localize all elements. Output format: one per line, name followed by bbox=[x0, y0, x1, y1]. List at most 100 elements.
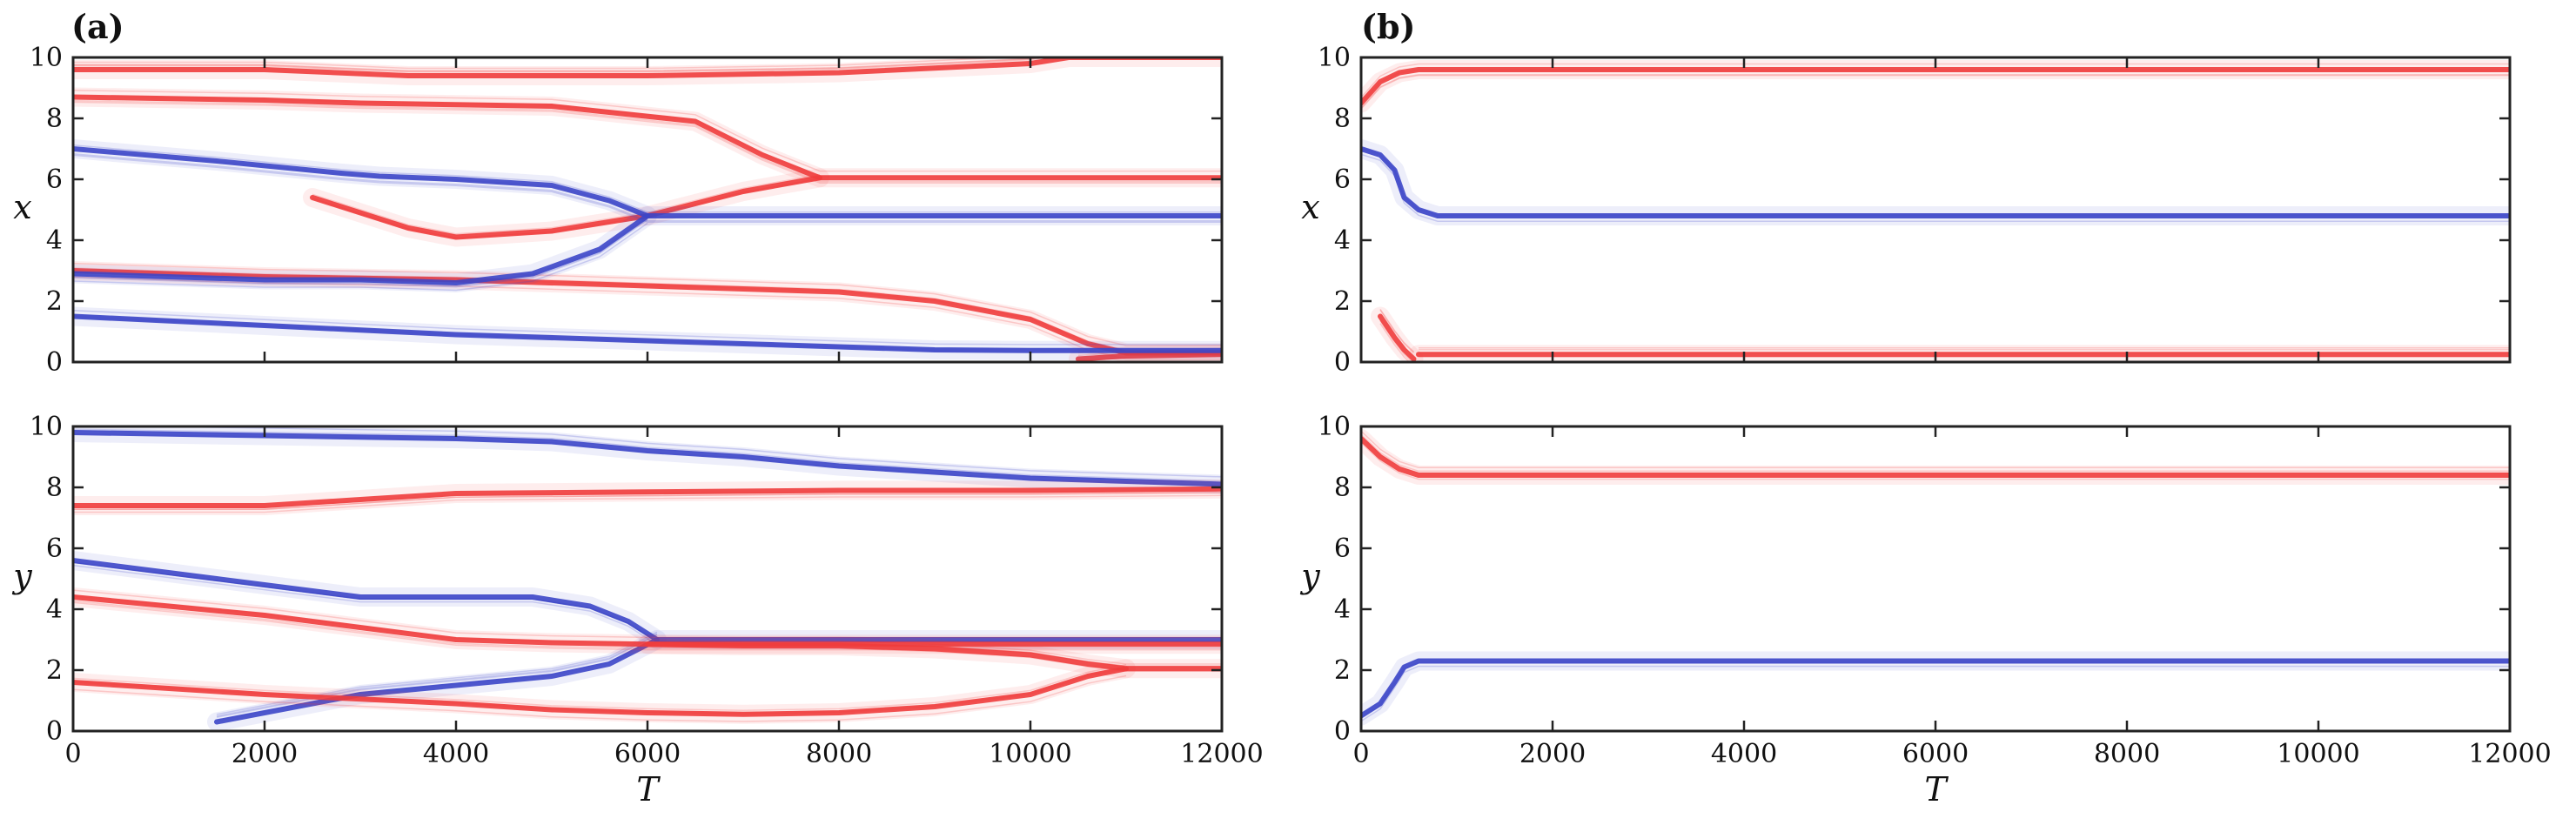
series-trajectory-a-x-0-2 bbox=[73, 57, 1017, 70]
series-line-a-x-7 bbox=[73, 313, 1222, 353]
series-trajectory-a-y-6-4 bbox=[73, 663, 1127, 711]
series-line-b-x-0 bbox=[1361, 67, 2510, 106]
panel-label-a: (a) bbox=[71, 7, 124, 46]
y-tick-label-a-y-2: 4 bbox=[46, 594, 63, 625]
panel-a-x: 0 2 4 6 8 10 x bbox=[13, 43, 1224, 378]
series-trajectory-a-y-6-2 bbox=[73, 674, 1127, 722]
series-line-a-x-1 bbox=[73, 94, 1222, 181]
series-trajectory-b-x-1-4 bbox=[1361, 146, 2510, 216]
y-tick-label-b-y-2: 4 bbox=[1334, 594, 1351, 625]
panel-a-y: 0 2000 4000 6000 8000 10000 12000 0 2 4 6 8 10 y T bbox=[11, 412, 1263, 809]
series-trajectory-a-x-6-1 bbox=[73, 218, 648, 288]
y-tick-label-a-x-2: 4 bbox=[46, 225, 63, 256]
series-halo-b-x-1 bbox=[1361, 139, 2510, 225]
y-tick-label-a-y-4: 8 bbox=[46, 473, 63, 503]
x-axis-label-a-y: T bbox=[636, 770, 661, 809]
series-trajectory-a-y-4-3 bbox=[73, 589, 1222, 639]
series-line-b-x-2 bbox=[1378, 313, 1417, 362]
series-trajectory-a-x-0-1 bbox=[73, 57, 1042, 72]
series-trajectory-a-x-0-4 bbox=[73, 57, 1045, 72]
x-tick-label-a-y-3: 6000 bbox=[614, 739, 681, 769]
panel-b-y: 0 2000 4000 6000 8000 10000 12000 0 2 4 6 8 10 y T bbox=[1299, 412, 2551, 809]
y-axis-label-b-y: y bbox=[1299, 557, 1320, 595]
series-trajectory-a-x-2-3 bbox=[312, 173, 821, 235]
y-tick-label-b-y-5: 10 bbox=[1318, 412, 1351, 442]
y-tick-label-a-x-4: 8 bbox=[46, 104, 63, 134]
series-trajectory-a-y-4-2 bbox=[73, 600, 1222, 649]
x-axis-label-b-y: T bbox=[1924, 770, 1949, 809]
plot-area-a-x bbox=[73, 57, 1222, 362]
y-tick-label-a-y-1: 2 bbox=[46, 655, 63, 686]
y-axis-label-a-x: x bbox=[13, 188, 31, 226]
series-trajectory-b-x-2-1 bbox=[1379, 308, 1415, 352]
y-tick-label-b-x-0: 0 bbox=[1334, 347, 1351, 378]
series-line-a-y-0 bbox=[73, 430, 1222, 487]
y-tick-label-a-x-0: 0 bbox=[46, 347, 63, 378]
x-tick-label-b-y-3: 6000 bbox=[1902, 739, 1969, 769]
x-tick-label-a-y-5: 10000 bbox=[989, 739, 1071, 769]
series-trajectory-a-y-1-2 bbox=[73, 494, 1222, 513]
x-tick-label-a-y-4: 8000 bbox=[806, 739, 872, 769]
series-trajectory-a-x-7-3 bbox=[73, 309, 1222, 346]
y-tick-label-a-y-5: 10 bbox=[30, 412, 63, 442]
y-tick-label-a-x-1: 2 bbox=[46, 286, 63, 317]
series-halo-b-y-0 bbox=[1361, 429, 2510, 485]
series-trajectory-a-y-0-1 bbox=[119, 426, 1222, 478]
plot-area-b-x bbox=[1361, 60, 2510, 362]
series-trajectory-b-x-0-3 bbox=[1361, 63, 2510, 98]
plot-area-b-y bbox=[1361, 429, 2510, 726]
series-trajectory-a-y-5-3 bbox=[647, 639, 1222, 665]
series-trajectory-b-y-1-2 bbox=[1361, 662, 2510, 719]
series-line-b-y-1 bbox=[1361, 658, 2510, 719]
x-tick-label-b-y-4: 8000 bbox=[2094, 739, 2160, 769]
y-tick-label-b-x-2: 4 bbox=[1334, 225, 1351, 256]
y-axis-label-b-x: x bbox=[1301, 188, 1319, 226]
series-trajectory-a-x-1-2 bbox=[73, 90, 1222, 172]
y-tick-label-b-x-5: 10 bbox=[1318, 43, 1351, 73]
panel-b-x: 0 2 4 6 8 10 x bbox=[1301, 43, 2512, 378]
y-tick-label-b-y-1: 2 bbox=[1334, 655, 1351, 686]
series-trajectory-a-y-4-1 bbox=[73, 601, 1222, 651]
series-trajectory-a-y-0-3 bbox=[73, 428, 1222, 482]
series-trajectory-b-x-2-2 bbox=[1379, 309, 1415, 353]
series-line-a-x-2 bbox=[310, 175, 822, 240]
y-tick-label-b-y-4: 8 bbox=[1334, 473, 1351, 503]
x-tick-label-a-y-2: 4000 bbox=[423, 739, 489, 769]
series-trajectory-b-y-0-3 bbox=[1361, 442, 2510, 480]
series-line-a-y-3 bbox=[214, 637, 660, 725]
series-trajectory-a-x-5-1 bbox=[73, 153, 1222, 222]
y-tick-label-a-x-5: 10 bbox=[30, 43, 63, 73]
series-trajectory-a-x-0-3 bbox=[73, 57, 1050, 73]
series-halo-b-y-1 bbox=[1361, 651, 2510, 726]
y-tick-label-a-x-3: 6 bbox=[46, 164, 63, 195]
series-halo-a-y-2 bbox=[73, 551, 1222, 649]
series-line-a-x-6 bbox=[73, 213, 650, 285]
series-trajectory-b-x-0-1 bbox=[1361, 74, 2510, 110]
series-trajectory-b-x-1-1 bbox=[1361, 153, 2510, 223]
plot-area-a-y bbox=[73, 426, 1222, 731]
y-tick-label-b-y-0: 0 bbox=[1334, 716, 1351, 747]
y-tick-label-b-x-3: 6 bbox=[1334, 164, 1351, 195]
series-line-a-y-2 bbox=[73, 558, 1222, 642]
x-tick-label-b-y-6: 12000 bbox=[2468, 739, 2551, 769]
x-tick-label-b-y-5: 10000 bbox=[2277, 739, 2359, 769]
series-line-a-x-4 bbox=[1076, 352, 1222, 362]
series-trajectory-a-x-5-3 bbox=[73, 154, 1222, 224]
series-line-a-y-6 bbox=[73, 666, 1129, 717]
panel-label-b: (b) bbox=[1361, 7, 1416, 46]
series-trajectory-b-y-0-2 bbox=[1361, 430, 2510, 469]
x-tick-label-a-y-6: 12000 bbox=[1180, 739, 1263, 769]
series-trajectory-b-x-1-2 bbox=[1361, 148, 2510, 217]
series-line-b-y-0 bbox=[1361, 436, 2510, 478]
series-line-b-x-1 bbox=[1361, 146, 2510, 218]
series-trajectory-b-y-0-4 bbox=[1361, 433, 2510, 473]
x-tick-label-b-y-0: 0 bbox=[1352, 739, 1369, 769]
series-trajectory-b-y-1-3 bbox=[1361, 665, 2510, 722]
x-tick-label-b-y-1: 2000 bbox=[1519, 739, 1586, 769]
series-trajectory-a-x-6-4 bbox=[73, 222, 648, 292]
y-tick-label-b-x-4: 8 bbox=[1334, 104, 1351, 134]
x-tick-label-a-y-1: 2000 bbox=[231, 739, 298, 769]
y-tick-label-a-y-3: 6 bbox=[46, 533, 63, 564]
series-line-a-y-1 bbox=[73, 486, 1222, 508]
